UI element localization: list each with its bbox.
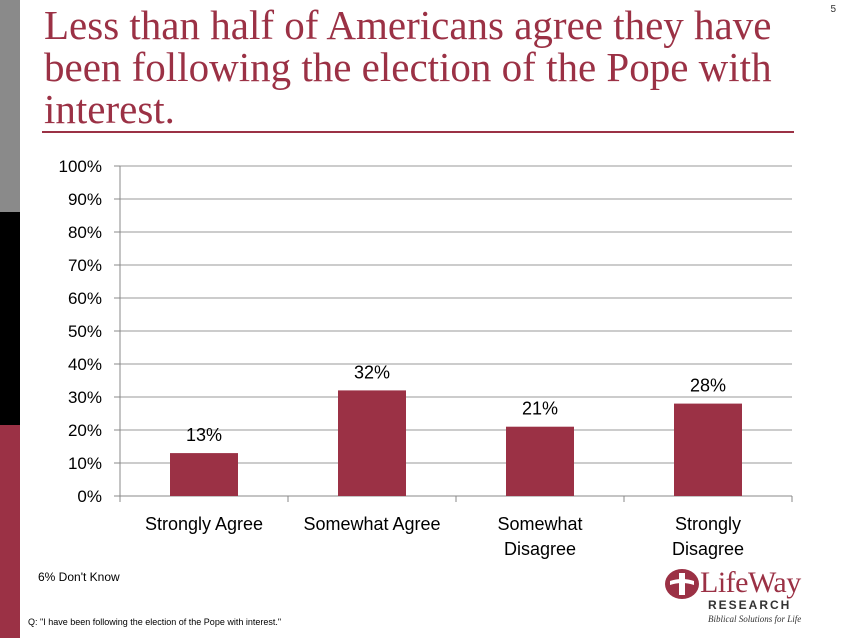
- lifeway-cross-icon: [665, 569, 699, 599]
- y-tick-label: 10%: [68, 454, 102, 473]
- lifeway-logo: LifeWay RESEARCH Biblical Solutions for …: [660, 566, 830, 630]
- side-bar-red: [0, 425, 20, 638]
- survey-question: Q: "I have been following the election o…: [28, 617, 282, 627]
- logo-wordmark: LifeWay: [700, 566, 801, 599]
- y-tick-label: 70%: [68, 256, 102, 275]
- y-tick-label: 50%: [68, 322, 102, 341]
- side-bar-gray: [0, 0, 20, 212]
- y-tick-label: 80%: [68, 223, 102, 242]
- data-label: 28%: [690, 376, 726, 396]
- side-bar-black: [0, 212, 20, 425]
- bar: [506, 426, 574, 496]
- bar: [338, 390, 406, 496]
- y-tick-label: 90%: [68, 190, 102, 209]
- category-label: Somewhat Agree: [303, 514, 440, 534]
- category-label: Somewhat: [497, 514, 582, 534]
- y-tick-label: 40%: [68, 355, 102, 374]
- data-label: 21%: [522, 399, 558, 419]
- category-label: Strongly Agree: [145, 514, 263, 534]
- bar: [674, 403, 742, 496]
- y-tick-label: 0%: [77, 487, 102, 506]
- y-tick-label: 100%: [59, 157, 102, 176]
- bar: [170, 453, 238, 496]
- y-tick-label: 20%: [68, 421, 102, 440]
- data-label: 32%: [354, 362, 390, 382]
- dont-know-footnote: 6% Don't Know: [38, 570, 120, 584]
- title-rule: [42, 131, 794, 133]
- logo-subtitle: RESEARCH: [708, 598, 792, 612]
- logo-tagline: Biblical Solutions for Life: [708, 614, 802, 624]
- data-label: 13%: [186, 425, 222, 445]
- y-tick-label: 30%: [68, 388, 102, 407]
- category-label: Disagree: [672, 539, 744, 559]
- slide-number: 5: [830, 4, 836, 15]
- category-label: Disagree: [504, 539, 576, 559]
- category-label: Strongly: [675, 514, 741, 534]
- slide-title: Less than half of Americans agree they h…: [44, 2, 772, 132]
- y-tick-label: 60%: [68, 289, 102, 308]
